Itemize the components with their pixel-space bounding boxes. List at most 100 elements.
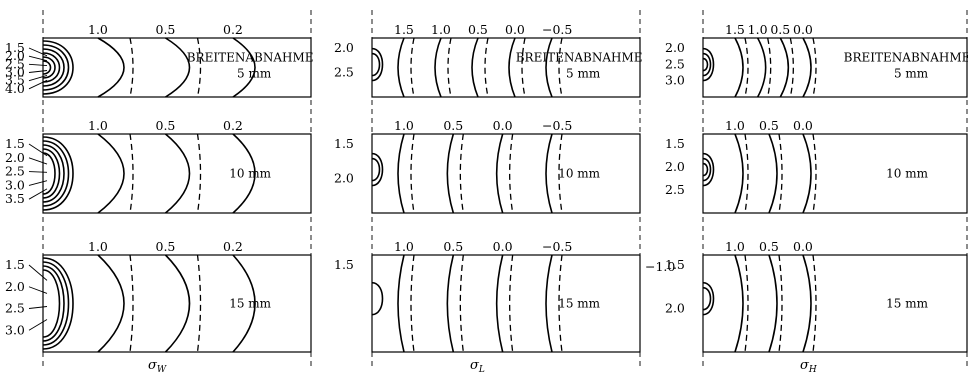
left-contour-label: 2.0 bbox=[5, 150, 25, 165]
isoline-label: 1.5 bbox=[725, 22, 745, 37]
isoline-label: 1.0 bbox=[394, 239, 414, 254]
panel-frame bbox=[42, 133, 312, 214]
left-contour-label: 2.0 bbox=[665, 301, 685, 316]
label-arrow bbox=[28, 63, 48, 67]
left-contour-label: 2.5 bbox=[334, 65, 354, 80]
contour-loop bbox=[371, 157, 381, 182]
isoline-label: 0.0 bbox=[493, 118, 513, 133]
isoline-label: 0.5 bbox=[443, 239, 463, 254]
isoline bbox=[734, 254, 744, 353]
contour-loop bbox=[42, 136, 74, 211]
isoline-dashed bbox=[129, 133, 134, 214]
label-arrow bbox=[28, 79, 48, 90]
panel-frame bbox=[371, 254, 641, 353]
isoline-dashed bbox=[509, 133, 514, 214]
isoline-dashed bbox=[744, 133, 749, 214]
column-σL: σL bbox=[371, 10, 641, 374]
label-arrow bbox=[28, 286, 48, 294]
column-σH: σH bbox=[702, 10, 968, 374]
isoline-dashed bbox=[767, 37, 772, 98]
left-contour-label: 3.0 bbox=[5, 177, 25, 192]
left-contour-label: 1.5 bbox=[5, 40, 25, 55]
label-arrow bbox=[28, 306, 48, 309]
isoline bbox=[397, 37, 405, 98]
left-contour-label: 3.0 bbox=[665, 73, 685, 88]
isoline-label: 1.0 bbox=[431, 22, 451, 37]
isoline-label: 1.0 bbox=[88, 239, 108, 254]
label-arrow bbox=[28, 55, 48, 62]
isoline bbox=[232, 254, 256, 353]
isoline-dashed bbox=[196, 254, 202, 353]
panel-5mm bbox=[702, 37, 968, 98]
contour-loop bbox=[42, 52, 61, 83]
contour-loop bbox=[702, 157, 712, 182]
left-contour-label: 2.5 bbox=[5, 301, 25, 316]
panel-10mm bbox=[702, 133, 968, 214]
isoline-dashed bbox=[558, 37, 563, 98]
isoline-label: 0.0 bbox=[505, 22, 525, 37]
isoline bbox=[508, 37, 516, 98]
isoline bbox=[495, 254, 504, 353]
isoline-dashed bbox=[459, 254, 464, 353]
isoline bbox=[165, 37, 191, 98]
isoline bbox=[756, 37, 767, 98]
panel-15mm bbox=[371, 254, 641, 353]
isoline bbox=[768, 254, 778, 353]
isoline-dashed bbox=[789, 37, 794, 98]
left-contour-label: 2.5 bbox=[665, 182, 685, 197]
left-contour-label: 1.5 bbox=[5, 257, 25, 272]
panel-frame bbox=[42, 254, 312, 353]
isoline bbox=[97, 37, 125, 98]
axis-label: σW bbox=[148, 358, 167, 374]
right-contour-label: −1.0 bbox=[645, 259, 675, 274]
left-contour-label: 1.5 bbox=[665, 257, 685, 272]
isoline-label: 0.0 bbox=[793, 118, 813, 133]
isoline-label: 1.0 bbox=[725, 239, 745, 254]
left-contour-label: 2.0 bbox=[5, 48, 25, 63]
left-contour-label: 3.0 bbox=[5, 65, 25, 80]
isoline-label: 0.5 bbox=[759, 118, 779, 133]
caption-size: 15 mm bbox=[886, 297, 928, 311]
contour-loop bbox=[42, 60, 52, 75]
left-contour-label: 3.5 bbox=[5, 191, 25, 206]
contour-loop bbox=[702, 57, 709, 72]
isoline-label: 0.5 bbox=[156, 22, 176, 37]
contour-loop bbox=[702, 47, 715, 82]
panel-5mm bbox=[28, 37, 312, 98]
isoline-label: −0.5 bbox=[542, 239, 572, 254]
panel-15mm bbox=[28, 254, 312, 353]
isoline-label: 0.2 bbox=[223, 118, 243, 133]
contour-loop bbox=[42, 40, 74, 95]
isoline-dashed bbox=[744, 37, 749, 98]
caption-title: BREITENABNAHME bbox=[516, 51, 643, 65]
isoline-label: 1.5 bbox=[394, 22, 414, 37]
label-arrow bbox=[28, 319, 48, 331]
isoline-dashed bbox=[410, 254, 415, 353]
panel-frame bbox=[702, 254, 968, 353]
caption-size: 15 mm bbox=[229, 297, 271, 311]
caption-title: BREITENABNAHME bbox=[187, 51, 314, 65]
isoline-label: 0.5 bbox=[759, 239, 779, 254]
contour-loop bbox=[42, 261, 70, 346]
left-contour-label: 2.0 bbox=[665, 40, 685, 55]
isoline-label: 1.0 bbox=[394, 118, 414, 133]
caption-title: BREITENABNAHME bbox=[844, 51, 968, 65]
left-contour-label: 2.0 bbox=[665, 159, 685, 174]
contour-loop bbox=[702, 286, 712, 311]
isoline bbox=[471, 37, 479, 98]
panel-5mm bbox=[371, 37, 641, 98]
left-contour-label: 1.5 bbox=[5, 136, 25, 151]
label-arrow bbox=[28, 74, 48, 82]
isoline-label: 1.0 bbox=[725, 118, 745, 133]
isoline-dashed bbox=[129, 37, 134, 98]
contour-loop bbox=[371, 47, 384, 82]
contour-loop bbox=[702, 152, 715, 187]
isoline-dashed bbox=[509, 254, 514, 353]
isoline-dashed bbox=[484, 37, 489, 98]
axis-label: σL bbox=[470, 358, 485, 374]
isoline-label: 0.2 bbox=[223, 22, 243, 37]
contour-loop bbox=[42, 48, 65, 87]
axis-label: σH bbox=[800, 358, 817, 374]
left-contour-label: 2.0 bbox=[334, 40, 354, 55]
caption-size: 10 mm bbox=[558, 167, 600, 181]
